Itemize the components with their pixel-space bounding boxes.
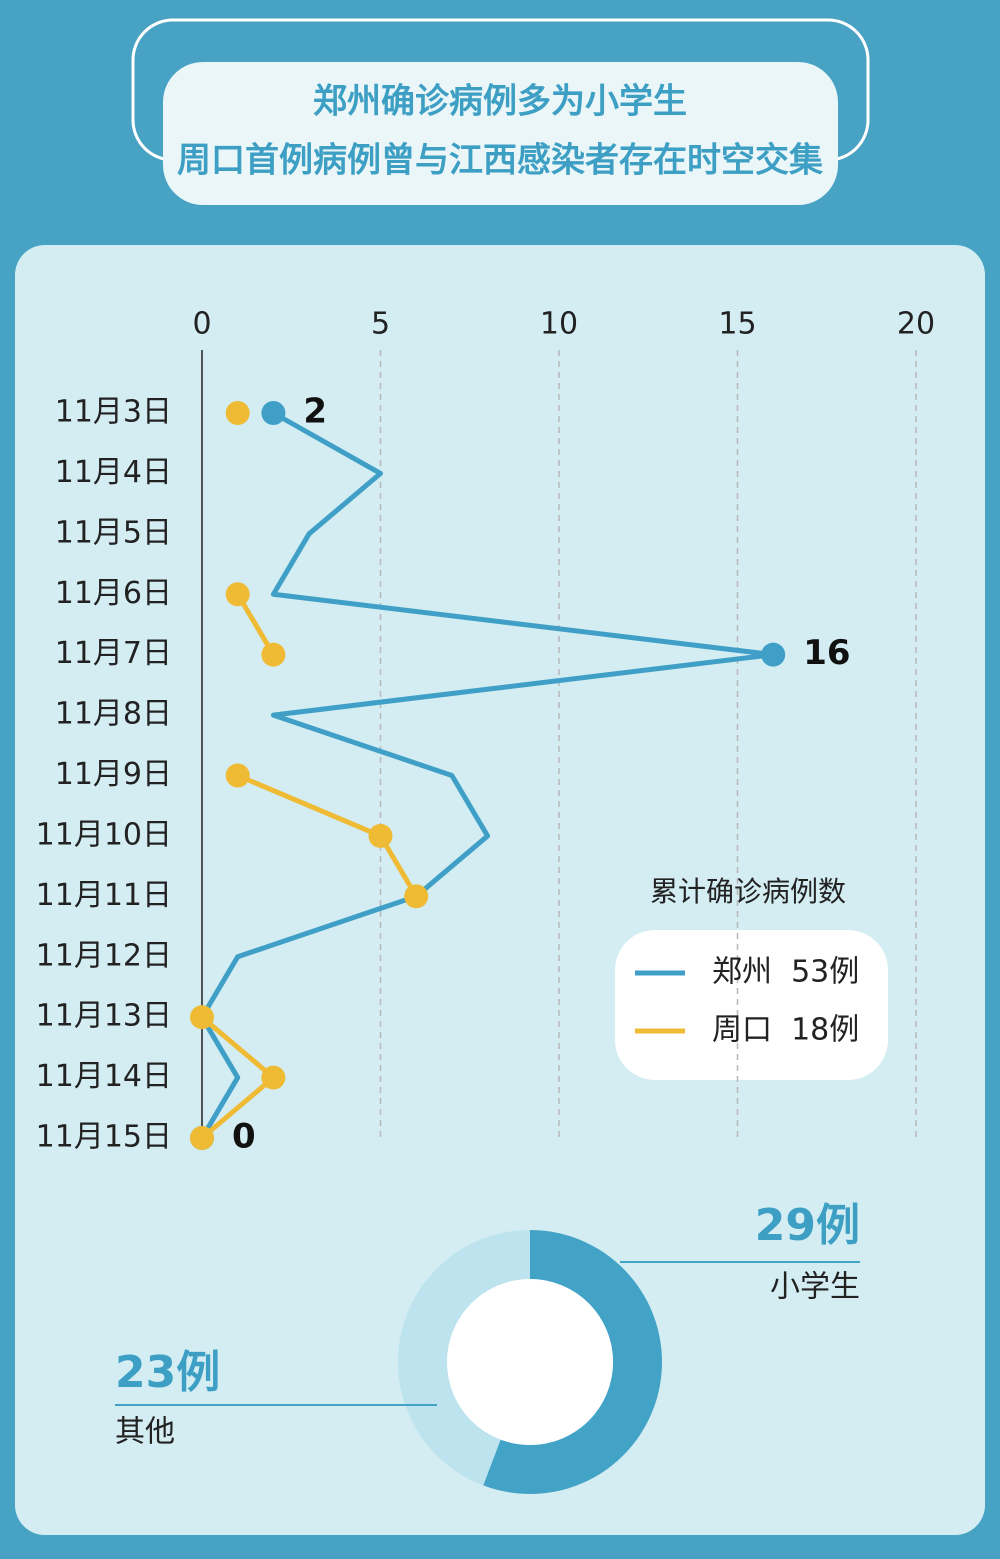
data-point <box>190 1005 214 1030</box>
category-label: 小学生 <box>770 1270 860 1305</box>
y-tick-label: 11月6日 <box>55 576 172 611</box>
data-point <box>261 1065 286 1090</box>
y-tick-label: 11月8日 <box>55 697 172 732</box>
data-point <box>190 1126 214 1150</box>
donut-hole <box>447 1279 613 1445</box>
x-tick-label: 0 <box>192 307 211 342</box>
value-label: 29例 <box>755 1200 860 1251</box>
data-point <box>761 642 786 667</box>
legend-label: 周口 18例 <box>712 1013 859 1048</box>
y-tick-label: 11月10日 <box>36 817 172 852</box>
data-point <box>225 763 250 788</box>
donut-segment <box>397 1230 530 1486</box>
y-tick-label: 11月14日 <box>36 1059 172 1094</box>
category-label: 其他 <box>115 1415 175 1450</box>
data-point <box>261 401 286 425</box>
y-tick-label: 11月12日 <box>36 938 172 973</box>
data-point <box>404 884 429 909</box>
y-tick-label: 11月5日 <box>55 515 172 550</box>
x-tick-label: 5 <box>371 307 390 342</box>
y-tick-label: 11月11日 <box>36 878 172 913</box>
y-tick-label: 11月9日 <box>55 757 172 792</box>
y-tick-label: 11月4日 <box>55 455 172 490</box>
value-label: 16 <box>803 633 850 673</box>
title-line: 郑州确诊病例多为小学生 <box>313 82 687 122</box>
value-label: 23例 <box>115 1347 220 1398</box>
value-label: 2 <box>303 392 327 432</box>
data-point <box>225 582 250 607</box>
y-tick-label: 11月13日 <box>36 999 172 1034</box>
x-tick-label: 15 <box>718 307 756 342</box>
data-point <box>225 401 250 425</box>
panel <box>15 245 985 1535</box>
y-tick-label: 11月3日 <box>55 395 172 430</box>
legend-title: 累计确诊病例数 <box>650 875 846 908</box>
title-line: 周口首例病例曾与江西感染者存在时空交集 <box>177 141 823 181</box>
title-box <box>163 62 838 205</box>
legend-label: 郑州 53例 <box>712 955 859 990</box>
x-tick-label: 10 <box>540 307 578 342</box>
value-label: 0 <box>232 1117 256 1157</box>
data-point <box>368 823 393 848</box>
data-point <box>261 642 286 667</box>
y-tick-label: 11月7日 <box>55 636 172 671</box>
donut-segment <box>483 1230 662 1494</box>
x-tick-label: 20 <box>897 307 935 342</box>
y-tick-label: 11月15日 <box>36 1120 172 1155</box>
legend-box <box>615 930 888 1080</box>
